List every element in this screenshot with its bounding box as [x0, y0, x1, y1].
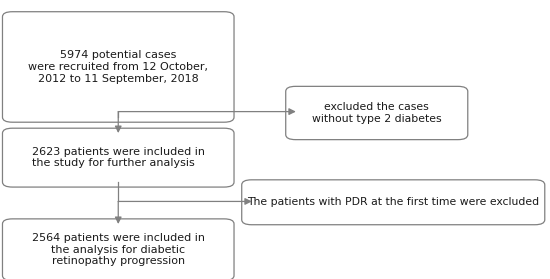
FancyBboxPatch shape — [241, 180, 544, 225]
FancyBboxPatch shape — [286, 86, 468, 140]
FancyBboxPatch shape — [2, 219, 234, 279]
Text: 2623 patients were included in
the study for further analysis: 2623 patients were included in the study… — [32, 147, 205, 169]
Text: 2564 patients were included in
the analysis for diabetic
retinopathy progression: 2564 patients were included in the analy… — [32, 233, 205, 266]
FancyBboxPatch shape — [2, 12, 234, 122]
Text: 5974 potential cases
were recruited from 12 October,
2012 to 11 September, 2018: 5974 potential cases were recruited from… — [28, 50, 208, 83]
FancyBboxPatch shape — [2, 128, 234, 187]
Text: The patients with PDR at the first time were excluded: The patients with PDR at the first time … — [247, 197, 540, 207]
Text: excluded the cases
without type 2 diabetes: excluded the cases without type 2 diabet… — [312, 102, 442, 124]
